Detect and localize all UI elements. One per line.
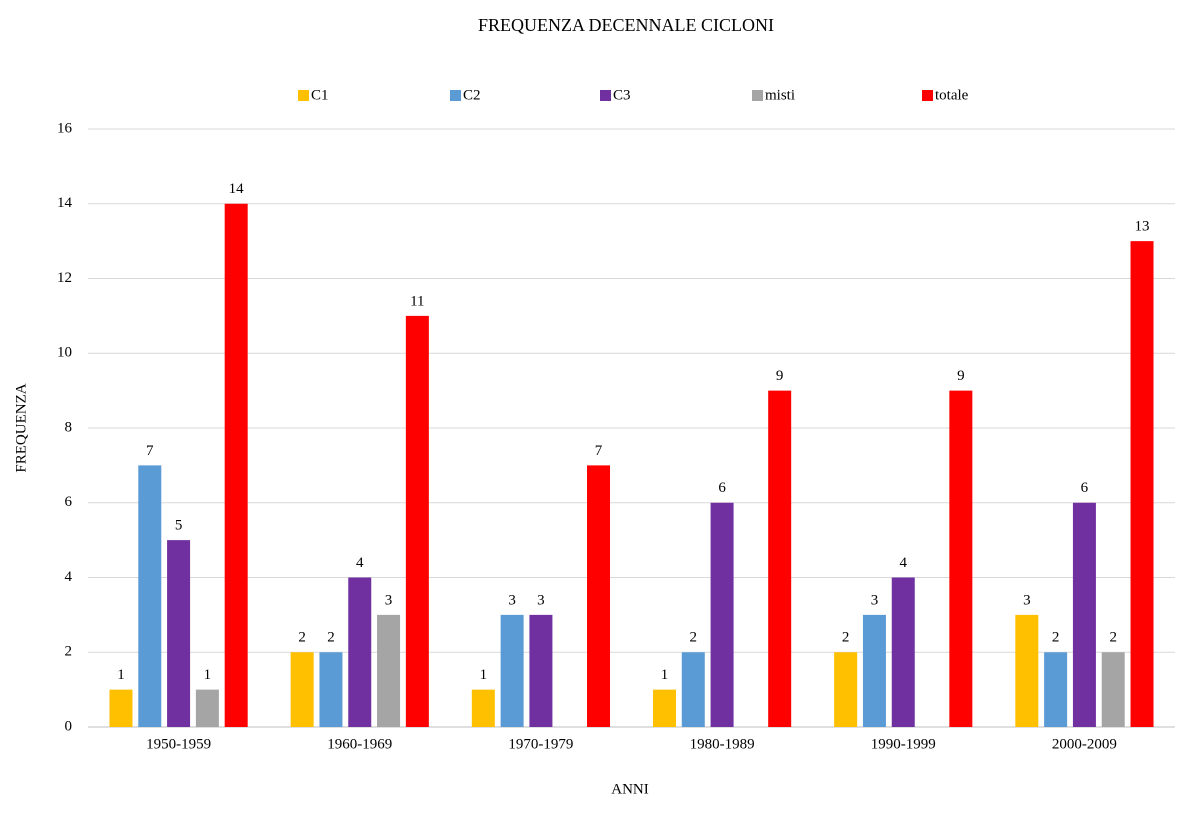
bar — [138, 465, 162, 727]
bar — [529, 614, 553, 727]
bar — [500, 614, 524, 727]
y-tick-label: 0 — [65, 718, 73, 734]
y-tick-label: 8 — [65, 419, 73, 435]
bar — [681, 652, 705, 727]
data-label: 1 — [480, 667, 488, 683]
bar — [224, 203, 248, 727]
bar — [834, 652, 858, 727]
data-label: 3 — [537, 592, 545, 608]
data-label: 2 — [327, 630, 335, 646]
y-axis-label: FREQUENZA — [13, 383, 29, 472]
bar — [471, 689, 495, 727]
data-label: 2 — [298, 630, 306, 646]
data-label: 9 — [957, 368, 965, 384]
x-tick-label: 2000-2009 — [1052, 736, 1117, 752]
legend-swatch — [298, 90, 309, 101]
data-label: 1 — [117, 667, 125, 683]
bar — [167, 540, 191, 727]
data-label: 7 — [146, 443, 154, 459]
legend-swatch — [450, 90, 461, 101]
chart-title: FREQUENZA DECENNALE CICLONI — [478, 15, 774, 35]
bar — [348, 577, 372, 727]
legend-label: C1 — [311, 87, 329, 103]
y-tick-label: 12 — [57, 270, 72, 286]
y-tick-label: 14 — [57, 195, 73, 211]
data-label: 3 — [385, 592, 393, 608]
legend-swatch — [752, 90, 763, 101]
x-axis-label: ANNI — [611, 781, 649, 797]
legend-label: misti — [765, 87, 795, 103]
data-label: 6 — [1081, 480, 1089, 496]
bar — [652, 689, 676, 727]
data-label: 6 — [718, 480, 726, 496]
data-label: 9 — [776, 368, 784, 384]
bar — [1072, 502, 1096, 727]
data-label: 2 — [690, 630, 698, 646]
bar — [862, 614, 886, 727]
data-label: 11 — [410, 293, 424, 309]
x-tick-label: 1990-1999 — [871, 736, 936, 752]
x-tick-label: 1970-1979 — [508, 736, 573, 752]
x-tick-label: 1980-1989 — [690, 736, 755, 752]
data-label: 1 — [204, 667, 212, 683]
data-label: 4 — [900, 555, 908, 571]
bar — [290, 652, 314, 727]
bar — [710, 502, 734, 727]
bar — [109, 689, 133, 727]
legend-swatch — [600, 90, 611, 101]
bar — [891, 577, 915, 727]
data-label: 1 — [661, 667, 669, 683]
data-label: 2 — [1052, 630, 1060, 646]
y-tick-label: 6 — [65, 494, 73, 510]
bar — [1130, 241, 1154, 727]
bar — [377, 614, 401, 727]
data-label: 4 — [356, 555, 364, 571]
legend-swatch — [922, 90, 933, 101]
data-label: 3 — [508, 592, 516, 608]
legend-label: C3 — [613, 87, 631, 103]
bar — [1101, 652, 1125, 727]
y-tick-label: 16 — [57, 120, 73, 136]
bar — [405, 315, 429, 727]
data-label: 3 — [1023, 592, 1031, 608]
y-tick-label: 4 — [65, 569, 73, 585]
bar — [949, 390, 973, 727]
bar — [587, 465, 611, 727]
bar — [195, 689, 219, 727]
x-tick-label: 1950-1959 — [146, 736, 211, 752]
data-label: 3 — [871, 592, 879, 608]
data-label: 2 — [842, 630, 850, 646]
data-label: 14 — [229, 181, 245, 197]
legend-label: C2 — [463, 87, 481, 103]
bar — [1044, 652, 1068, 727]
legend-label: totale — [935, 87, 969, 103]
y-tick-label: 2 — [65, 644, 73, 660]
y-tick-label: 10 — [57, 345, 72, 361]
bar — [1015, 614, 1039, 727]
data-label: 5 — [175, 518, 183, 534]
bar — [768, 390, 792, 727]
data-label: 7 — [595, 443, 603, 459]
data-label: 13 — [1135, 219, 1150, 235]
x-tick-label: 1960-1969 — [327, 736, 392, 752]
data-label: 2 — [1109, 630, 1117, 646]
bar — [319, 652, 343, 727]
